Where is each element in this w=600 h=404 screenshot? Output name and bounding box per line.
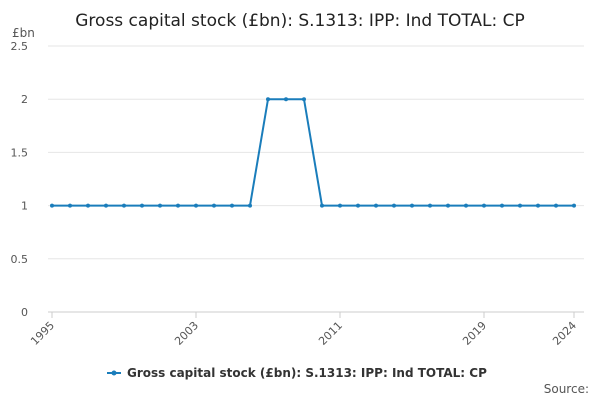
chart-title: Gross capital stock (£bn): S.1313: IPP: …: [75, 11, 525, 31]
point: [68, 203, 72, 208]
line: [52, 98, 574, 207]
legend-swatch-point: [111, 370, 117, 376]
point: [392, 203, 396, 208]
x-tick-label: 2003: [172, 319, 201, 348]
point: [554, 203, 558, 208]
point: [356, 203, 360, 208]
y-tick-label: 2.5: [11, 40, 29, 53]
point: [482, 203, 486, 208]
point: [302, 97, 306, 102]
point: [266, 97, 270, 102]
point: [212, 203, 216, 208]
point: [50, 203, 54, 208]
y-tick-label: 2: [21, 93, 28, 106]
point: [230, 203, 234, 208]
point: [374, 203, 378, 208]
source: Source:: [544, 382, 589, 396]
x-tick-label: 2011: [316, 319, 345, 348]
point: [140, 203, 144, 208]
point: [500, 203, 504, 208]
y-axis-label: £bn: [12, 26, 35, 40]
x-tick-label: 1995: [28, 319, 57, 348]
point: [338, 203, 342, 208]
x-tick-label: 2024: [550, 319, 579, 348]
point: [176, 203, 180, 208]
y-tick-label: 0: [21, 306, 28, 319]
point: [446, 203, 450, 208]
point: [284, 97, 288, 102]
point: [158, 203, 162, 208]
point: [536, 203, 540, 208]
point: [464, 203, 468, 208]
point: [320, 203, 324, 208]
y-tick-label: 1: [21, 200, 28, 213]
point: [194, 203, 198, 208]
point: [86, 203, 90, 208]
point: [428, 203, 432, 208]
point: [410, 203, 414, 208]
point: [572, 203, 576, 208]
point: [518, 203, 522, 208]
point: [122, 203, 126, 208]
legend-label: Gross capital stock (£bn): S.1313: IPP: …: [127, 366, 487, 380]
y-tick-label: 1.5: [11, 146, 29, 159]
point: [104, 203, 108, 208]
y-tick-label: 0.5: [11, 253, 29, 266]
x-tick-label: 2019: [460, 319, 489, 348]
point: [248, 203, 252, 208]
